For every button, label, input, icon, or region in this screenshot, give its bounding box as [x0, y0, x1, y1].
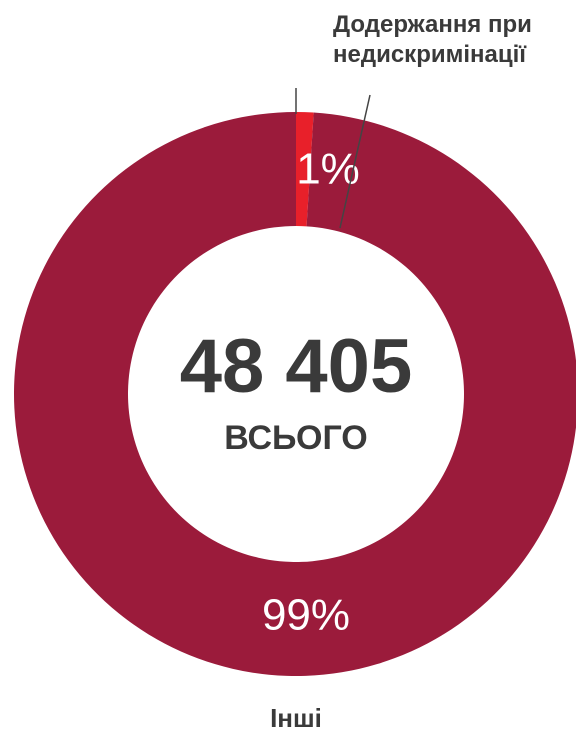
- slice: [14, 112, 576, 676]
- slice: [296, 112, 314, 227]
- center-total: 48 405: [180, 324, 412, 409]
- center-caption: ВСЬОГО: [224, 419, 368, 457]
- value-label: 99%: [262, 591, 350, 640]
- category-label: Додержання при недискримінації: [333, 11, 532, 68]
- value-label: 1%: [296, 145, 360, 194]
- category-label: Інші: [270, 703, 322, 733]
- leader-line: [339, 94, 371, 229]
